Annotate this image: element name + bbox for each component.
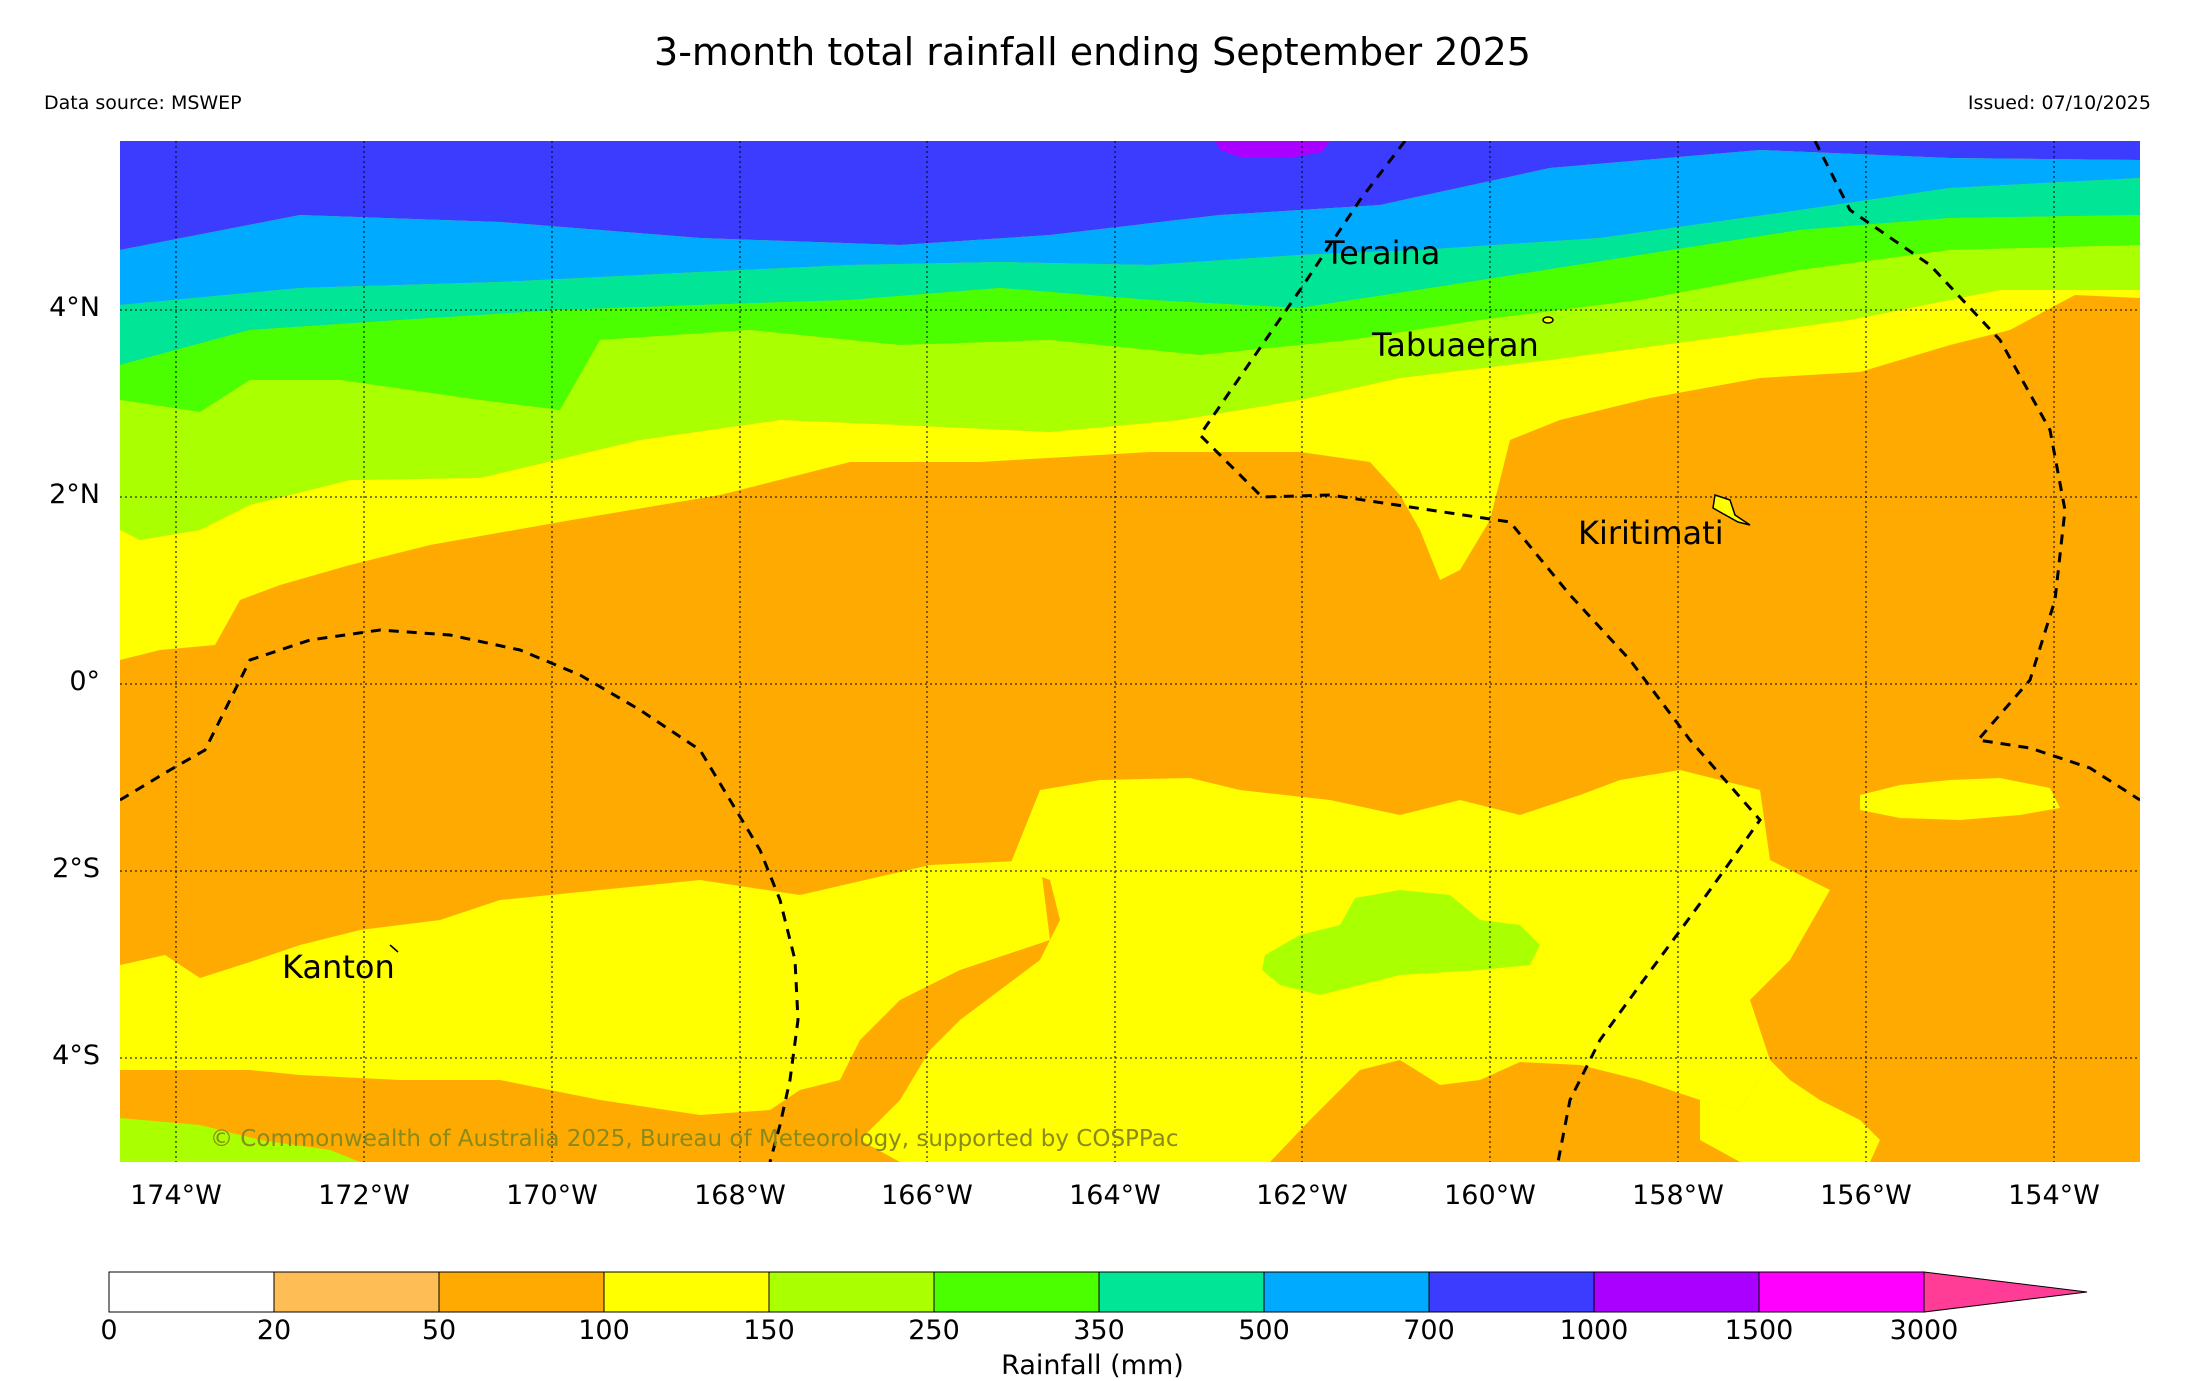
cb-tick-1500: 1500 [1724,1315,1794,1346]
band-700-1000 [120,141,2140,250]
copyright-notice: © Commonwealth of Australia 2025, Bureau… [210,1126,1179,1152]
band-1000-1500 [1215,141,1330,158]
colorbar [108,1271,2088,1313]
place-kiritimati: Kiritimati [1578,514,1724,552]
map-title: 3-month total rainfall ending September … [654,30,1531,74]
cb-0-20 [108,1271,275,1313]
colorbar-title: Rainfall (mm) [1001,1350,1184,1381]
lat-label-4s: 4°S [52,1040,100,1071]
lon-label-158w: 158°W [1632,1180,1724,1211]
lon-label-170w: 170°W [506,1180,598,1211]
cb-1000-1500 [1593,1271,1760,1313]
band-100-150-east [1860,778,2060,820]
lon-label-162w: 162°W [1256,1180,1348,1211]
cb-350-500 [1098,1271,1265,1313]
place-teraina: Teraina [1325,234,1441,272]
tabuaeran-island [1542,316,1554,324]
cb-500-700 [1263,1271,1430,1313]
band-250-350 [120,215,2140,412]
lon-label-168w: 168°W [694,1180,786,1211]
cb-3000-plus [1923,1271,2088,1313]
band-150-250 [120,245,2140,540]
band-350-500 [120,178,2140,365]
band-100-150-se [1700,1060,1880,1162]
eez-boundaries [120,141,2140,1162]
issued-date: Issued: 07/10/2025 [1967,92,2151,114]
kanton-island [389,944,399,953]
cb-tick-3000: 3000 [1889,1315,1959,1346]
cb-tick-20: 20 [256,1315,292,1346]
cb-150-250 [768,1271,935,1313]
cb-tick-0: 0 [100,1315,118,1346]
cb-20-50 [273,1271,440,1313]
lat-label-2n: 2°N [49,479,100,510]
band-50-100-west [430,730,480,800]
cb-tick-1000: 1000 [1559,1315,1629,1346]
lon-label-154w: 154°W [2008,1180,2100,1211]
cb-tick-500: 500 [1238,1315,1290,1346]
lon-label-172w: 172°W [318,1180,410,1211]
kiritimati-island [1712,494,1751,526]
band-100-150 [120,290,2140,660]
lat-label-4n: 4°N [49,292,100,323]
place-tabuaeran: Tabuaeran [1372,326,1539,364]
lon-label-156w: 156°W [1820,1180,1912,1211]
cb-tick-150: 150 [743,1315,795,1346]
band-500-700 [120,150,2140,305]
cb-tick-350: 350 [1073,1315,1125,1346]
band-100-150-sw [120,860,1050,1115]
place-kanton: Kanton [282,948,395,986]
cb-1500-3000 [1758,1271,1925,1313]
cb-700-1000 [1428,1271,1595,1313]
cb-250-350 [933,1271,1100,1313]
island-outlines [389,316,1751,953]
band-150-250-sw [120,1118,360,1162]
graticule [120,141,2140,1162]
cb-100-150 [603,1271,770,1313]
lon-label-166w: 166°W [881,1180,973,1211]
lon-label-164w: 164°W [1069,1180,1161,1211]
cb-tick-100: 100 [578,1315,630,1346]
cb-50-100 [438,1271,605,1313]
lon-label-174w: 174°W [130,1180,222,1211]
lat-label-0: 0° [69,666,100,697]
lon-label-160w: 160°W [1444,1180,1536,1211]
band-150-250-south [1262,890,1540,995]
lat-label-2s: 2°S [52,853,100,884]
cb-tick-50: 50 [421,1315,457,1346]
cb-tick-700: 700 [1403,1315,1455,1346]
data-source: Data source: MSWEP [44,92,242,114]
cb-tick-250: 250 [908,1315,960,1346]
